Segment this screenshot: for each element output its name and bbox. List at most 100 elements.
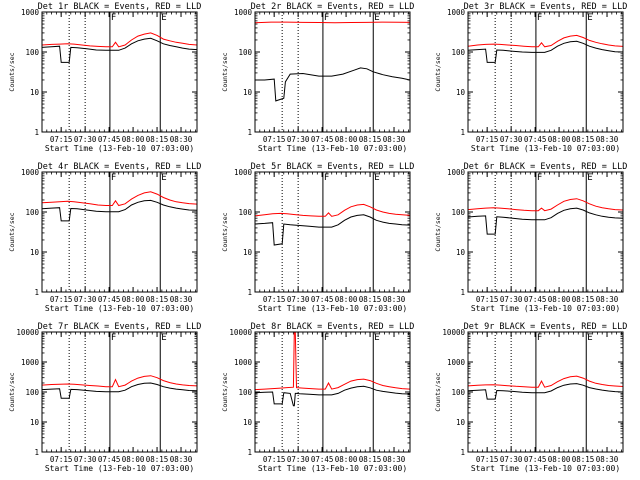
x-tick-label: 08:30 <box>383 455 406 464</box>
x-tick-label: 08:30 <box>170 455 193 464</box>
y-tick-label: 10 <box>30 248 40 257</box>
series-events-line <box>467 207 624 235</box>
y-tick-label: 1000 <box>234 168 253 177</box>
x-axis-label: Start Time (13-Feb-10 07:03:00) <box>45 304 194 313</box>
y-tick-label: 100 <box>25 388 39 397</box>
series-events-line <box>467 40 624 63</box>
x-tick-label: 07:30 <box>500 455 523 464</box>
x-tick-label: 08:15 <box>359 455 382 464</box>
event-marker-label: F <box>111 333 116 343</box>
x-tick-label: 08:30 <box>170 135 193 144</box>
chart-title: Det 8r BLACK = Events, RED = LLD <box>251 322 415 332</box>
chart-title: Det 4r BLACK = Events, RED = LLD <box>38 162 202 172</box>
series-events-line <box>254 214 411 246</box>
y-tick-label: 10 <box>456 418 466 427</box>
panel-det-4: Det 4r BLACK = Events, RED = LLD 1 10 100 10… <box>8 162 201 313</box>
y-axis-label: Counts/sec <box>434 52 442 91</box>
x-tick-label: 08:00 <box>122 295 145 304</box>
y-tick-label: 100 <box>238 388 252 397</box>
y-tick-label: 10 <box>243 418 253 427</box>
x-tick-label: 08:00 <box>122 135 145 144</box>
x-tick-label: 07:15 <box>263 135 286 144</box>
x-tick-label: 07:45 <box>98 295 121 304</box>
x-tick-label: 07:30 <box>500 295 523 304</box>
y-tick-label: 10 <box>456 88 466 97</box>
panel-det-2: Det 2r BLACK = Events, RED = LLD 1 10 100 10… <box>221 2 414 153</box>
x-tick-label: 07:15 <box>263 295 286 304</box>
series-events-line <box>467 383 624 400</box>
x-tick-label: 08:30 <box>383 295 406 304</box>
chart-title: Det 7r BLACK = Events, RED = LLD <box>38 322 202 332</box>
event-marker-label: E <box>161 173 166 183</box>
y-tick-label: 100 <box>451 48 465 57</box>
x-tick-label: 08:15 <box>146 135 169 144</box>
y-tick-label: 10000 <box>442 328 465 337</box>
x-tick-label: 07:45 <box>98 455 121 464</box>
x-tick-label: 07:30 <box>287 455 310 464</box>
x-tick-label: 08:15 <box>572 455 595 464</box>
event-marker-label: F <box>324 13 329 23</box>
chart-title: Det 9r BLACK = Events, RED = LLD <box>464 322 628 332</box>
event-marker-label: F <box>324 333 329 343</box>
x-tick-label: 07:15 <box>50 135 73 144</box>
series-events-line <box>41 382 198 399</box>
x-tick-label: 08:15 <box>359 135 382 144</box>
panel-det-1: Det 1r BLACK = Events, RED = LLD 1 10 100 10… <box>8 2 201 153</box>
event-marker-label: E <box>374 173 379 183</box>
event-marker-label: E <box>374 13 379 23</box>
event-marker-label: E <box>587 13 592 23</box>
event-marker-label: F <box>537 13 542 23</box>
series-events-line <box>41 199 198 222</box>
x-tick-label: 07:15 <box>476 455 499 464</box>
chart-title: Det 1r BLACK = Events, RED = LLD <box>38 2 202 12</box>
x-axis-label: Start Time (13-Feb-10 07:03:00) <box>45 144 194 153</box>
y-tick-label: 1 <box>460 288 465 297</box>
y-axis-label: Counts/sec <box>221 212 229 251</box>
x-tick-label: 08:30 <box>596 455 619 464</box>
x-tick-label: 07:30 <box>500 135 523 144</box>
panel-det-9: Det 9r BLACK = Events, RED = LLD 1 10 100 10… <box>434 322 627 473</box>
plot-frame <box>41 331 198 453</box>
x-tick-label: 07:45 <box>311 135 334 144</box>
y-tick-label: 1000 <box>21 168 40 177</box>
plot-frame <box>41 11 198 133</box>
event-marker-label: F <box>324 173 329 183</box>
plot-frame <box>254 171 411 293</box>
x-axis-label: Start Time (13-Feb-10 07:03:00) <box>471 464 620 473</box>
event-marker-label: E <box>587 173 592 183</box>
x-axis-label: Start Time (13-Feb-10 07:03:00) <box>45 464 194 473</box>
y-tick-label: 10000 <box>16 328 39 337</box>
x-tick-label: 07:45 <box>524 295 547 304</box>
y-tick-label: 1000 <box>21 8 40 17</box>
x-axis-label: Start Time (13-Feb-10 07:03:00) <box>258 144 407 153</box>
x-tick-label: 07:15 <box>476 135 499 144</box>
x-tick-label: 08:00 <box>548 135 571 144</box>
series-lld-line <box>41 32 198 48</box>
x-tick-label: 07:15 <box>263 455 286 464</box>
panel-det-3: Det 3r BLACK = Events, RED = LLD 1 10 100 10… <box>434 2 627 153</box>
event-marker-label: E <box>374 333 379 343</box>
event-marker-label: E <box>161 13 166 23</box>
x-tick-label: 07:45 <box>311 295 334 304</box>
panel-det-6: Det 6r BLACK = Events, RED = LLD 1 10 100 10… <box>434 162 627 313</box>
event-marker-label: F <box>537 173 542 183</box>
y-tick-label: 10000 <box>229 328 252 337</box>
x-tick-label: 08:00 <box>335 135 358 144</box>
y-axis-label: Counts/sec <box>221 372 229 411</box>
y-axis-label: Counts/sec <box>221 52 229 91</box>
y-tick-label: 1 <box>460 128 465 137</box>
y-tick-label: 100 <box>25 208 39 217</box>
series-lld-line <box>254 21 411 24</box>
event-marker-label: F <box>537 333 542 343</box>
y-axis-label: Counts/sec <box>8 372 16 411</box>
x-tick-label: 07:15 <box>476 295 499 304</box>
y-tick-label: 100 <box>451 208 465 217</box>
y-tick-label: 10 <box>456 248 466 257</box>
x-axis-label: Start Time (13-Feb-10 07:03:00) <box>258 304 407 313</box>
y-tick-label: 10 <box>243 88 253 97</box>
x-tick-label: 08:15 <box>572 135 595 144</box>
x-tick-label: 08:30 <box>383 135 406 144</box>
series-events-line <box>41 37 198 63</box>
y-tick-label: 1 <box>34 128 39 137</box>
chart-title: Det 5r BLACK = Events, RED = LLD <box>251 162 415 172</box>
